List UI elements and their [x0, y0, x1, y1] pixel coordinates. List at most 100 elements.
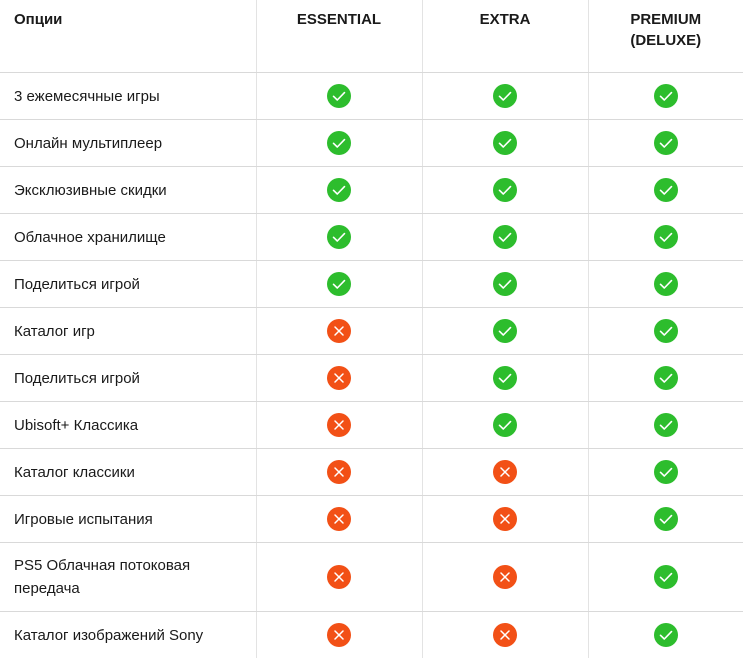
cell-premium [588, 120, 743, 167]
options-column-header: Опции [0, 0, 256, 73]
check-circle-icon [327, 225, 351, 249]
check-circle-icon [327, 131, 351, 155]
cell-premium [588, 308, 743, 355]
table-row: Облачное хранилище [0, 214, 743, 261]
cell-essential [256, 449, 422, 496]
table-row: Каталог игр [0, 308, 743, 355]
cross-circle-icon [493, 565, 517, 589]
feature-label: Каталог изображений Sony [0, 612, 256, 658]
feature-label: Поделиться игрой [0, 261, 256, 308]
table-row: Поделиться игрой [0, 261, 743, 308]
check-circle-icon [493, 84, 517, 108]
cell-extra [422, 73, 588, 120]
table-row: Поделиться игрой [0, 355, 743, 402]
feature-label: Онлайн мультиплеер [0, 120, 256, 167]
table-row: Игровые испытания [0, 496, 743, 543]
check-circle-icon [493, 366, 517, 390]
cell-premium [588, 496, 743, 543]
cross-circle-icon [327, 366, 351, 390]
cell-premium [588, 612, 743, 658]
feature-label: Поделиться игрой [0, 355, 256, 402]
check-circle-icon [654, 178, 678, 202]
cell-essential [256, 496, 422, 543]
cell-premium [588, 449, 743, 496]
feature-label: Игровые испытания [0, 496, 256, 543]
cross-circle-icon [327, 623, 351, 647]
cell-extra [422, 612, 588, 658]
check-circle-icon [493, 272, 517, 296]
plan-header-premium: PREMIUM (DELUXE) [588, 0, 743, 73]
cell-essential [256, 167, 422, 214]
cell-premium [588, 73, 743, 120]
plan-header-extra: EXTRA [422, 0, 588, 73]
cross-circle-icon [327, 507, 351, 531]
cell-essential [256, 73, 422, 120]
check-circle-icon [493, 225, 517, 249]
table-row: Каталог изображений Sony [0, 612, 743, 658]
feature-label: Эксклюзивные скидки [0, 167, 256, 214]
cross-circle-icon [327, 460, 351, 484]
feature-label: PS5 Облачная потоковая передача [0, 543, 256, 612]
cross-circle-icon [327, 413, 351, 437]
cell-essential [256, 214, 422, 261]
cell-essential [256, 355, 422, 402]
feature-label: Ubisoft+ Классика [0, 402, 256, 449]
table-row: Онлайн мультиплеер [0, 120, 743, 167]
feature-label: Каталог классики [0, 449, 256, 496]
cross-circle-icon [327, 565, 351, 589]
check-circle-icon [327, 178, 351, 202]
check-circle-icon [654, 84, 678, 108]
cell-essential [256, 402, 422, 449]
cross-circle-icon [493, 623, 517, 647]
check-circle-icon [493, 178, 517, 202]
cell-essential [256, 120, 422, 167]
cell-extra [422, 543, 588, 612]
table-header: Опции ESSENTIAL EXTRA PREMIUM (DELUXE) [0, 0, 743, 73]
cell-extra [422, 496, 588, 543]
feature-label: 3 ежемесячные игры [0, 73, 256, 120]
check-circle-icon [327, 272, 351, 296]
header-row: Опции ESSENTIAL EXTRA PREMIUM (DELUXE) [0, 0, 743, 73]
cell-essential [256, 261, 422, 308]
plan-header-essential: ESSENTIAL [256, 0, 422, 73]
cell-extra [422, 308, 588, 355]
cell-extra [422, 355, 588, 402]
feature-label: Облачное хранилище [0, 214, 256, 261]
cell-extra [422, 120, 588, 167]
cell-premium [588, 167, 743, 214]
cell-extra [422, 214, 588, 261]
cross-circle-icon [493, 460, 517, 484]
check-circle-icon [493, 413, 517, 437]
cell-essential [256, 308, 422, 355]
cell-extra [422, 167, 588, 214]
cell-premium [588, 261, 743, 308]
table-row: PS5 Облачная потоковая передача [0, 543, 743, 612]
check-circle-icon [654, 623, 678, 647]
cell-extra [422, 261, 588, 308]
cross-circle-icon [327, 319, 351, 343]
feature-label: Каталог игр [0, 308, 256, 355]
check-circle-icon [654, 413, 678, 437]
check-circle-icon [654, 507, 678, 531]
check-circle-icon [493, 131, 517, 155]
table-row: Каталог классики [0, 449, 743, 496]
cell-premium [588, 543, 743, 612]
check-circle-icon [654, 319, 678, 343]
cell-premium [588, 214, 743, 261]
check-circle-icon [654, 131, 678, 155]
check-circle-icon [493, 319, 517, 343]
cell-essential [256, 543, 422, 612]
cell-extra [422, 402, 588, 449]
table-row: Ubisoft+ Классика [0, 402, 743, 449]
cell-premium [588, 402, 743, 449]
check-circle-icon [654, 272, 678, 296]
check-circle-icon [654, 225, 678, 249]
check-circle-icon [654, 565, 678, 589]
cross-circle-icon [493, 507, 517, 531]
cell-premium [588, 355, 743, 402]
table-row: 3 ежемесячные игры [0, 73, 743, 120]
cell-essential [256, 612, 422, 658]
cell-extra [422, 449, 588, 496]
